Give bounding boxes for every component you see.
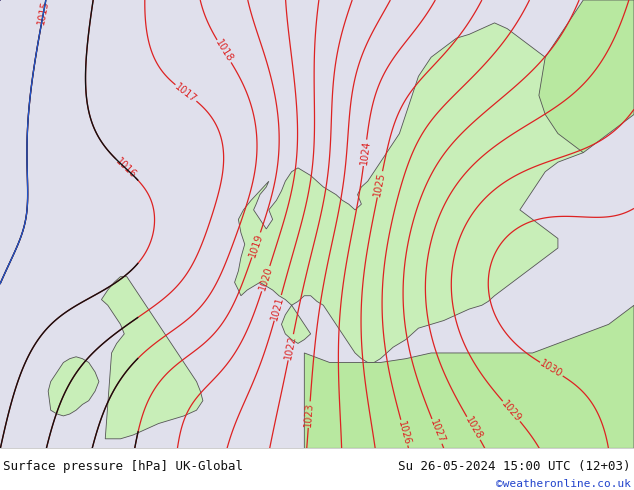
Polygon shape xyxy=(539,0,634,152)
Polygon shape xyxy=(101,277,203,439)
Text: 1017: 1017 xyxy=(173,81,198,104)
Text: 1029: 1029 xyxy=(500,399,523,424)
Text: 1019: 1019 xyxy=(247,232,265,258)
Text: 1030: 1030 xyxy=(538,359,564,380)
Text: Surface pressure [hPa] UK-Global: Surface pressure [hPa] UK-Global xyxy=(3,460,243,473)
Text: 1026: 1026 xyxy=(396,419,412,446)
Text: 1015: 1015 xyxy=(36,0,51,25)
Text: 1024: 1024 xyxy=(359,140,372,166)
Text: 1021: 1021 xyxy=(269,294,286,321)
Text: 1027: 1027 xyxy=(428,418,446,445)
Text: ©weatheronline.co.uk: ©weatheronline.co.uk xyxy=(496,479,631,489)
Polygon shape xyxy=(304,305,634,448)
Text: Su 26-05-2024 15:00 UTC (12+03): Su 26-05-2024 15:00 UTC (12+03) xyxy=(398,460,631,473)
Polygon shape xyxy=(48,357,99,416)
Text: 1028: 1028 xyxy=(463,415,484,441)
Text: 1020: 1020 xyxy=(257,266,275,292)
Text: 1023: 1023 xyxy=(303,402,315,427)
Polygon shape xyxy=(235,23,583,363)
Text: 1018: 1018 xyxy=(213,38,235,64)
Text: 1016: 1016 xyxy=(113,156,138,180)
Text: 1022: 1022 xyxy=(283,334,298,360)
Text: 1025: 1025 xyxy=(373,171,387,197)
